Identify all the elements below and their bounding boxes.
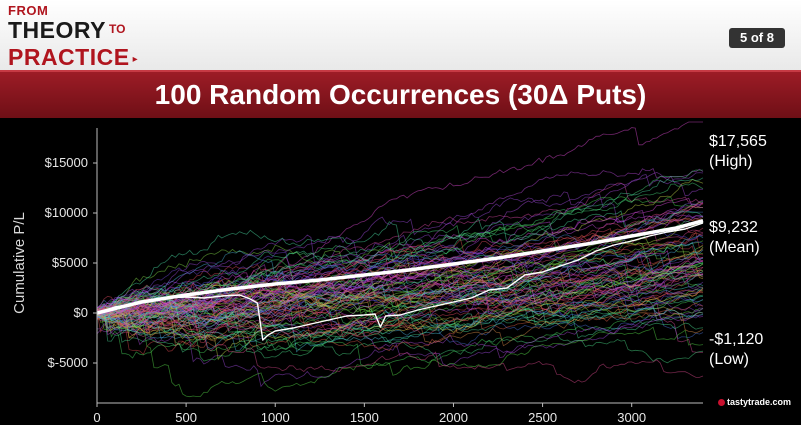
high-value: $17,565 — [709, 133, 767, 150]
mean-label: (Mean) — [709, 239, 760, 256]
random-path-line — [96, 266, 704, 315]
random-path-line — [96, 250, 704, 315]
random-path-line — [96, 278, 704, 320]
random-path-line — [96, 306, 704, 384]
x-tick-label: 1000 — [261, 410, 290, 425]
high-annotation: $17,565 (High) — [709, 132, 767, 172]
mean-value: $9,232 — [709, 219, 758, 236]
low-value: -$1,120 — [709, 331, 764, 348]
logo-practice: PRACTICE — [8, 44, 130, 70]
x-tick-label: 2000 — [439, 410, 468, 425]
mean-annotation: $9,232 (Mean) — [709, 218, 760, 258]
random-path-line — [96, 260, 704, 338]
tastytrade-brand: tastytrade.com — [718, 397, 791, 407]
logo-to: TO — [109, 22, 126, 36]
random-path-line — [96, 307, 704, 388]
logo-from: FROM — [8, 3, 49, 18]
y-tick-label: $-5000 — [48, 355, 88, 370]
random-path-line — [96, 284, 704, 323]
sample-path-line — [96, 222, 704, 341]
x-tick-label: 2500 — [528, 410, 557, 425]
y-tick-label: $5000 — [52, 255, 88, 270]
random-path-line — [96, 285, 704, 318]
high-label: (High) — [709, 153, 753, 170]
random-path-line — [96, 245, 704, 329]
chart-area: $-5000 $0 $5000 $10000 $15000 0 500 1000 1500 200… — [0, 118, 801, 425]
random-path-line — [96, 177, 704, 312]
slide-title: 100 Random Occurrences (30Δ Puts) — [154, 79, 647, 110]
page-counter-badge: 5 of 8 — [729, 28, 785, 48]
random-path-line — [96, 261, 704, 316]
random-path-line — [96, 241, 704, 324]
play-triangle-icon: ▸ — [132, 54, 138, 65]
random-path-line — [96, 287, 704, 318]
mean-series-line — [96, 219, 704, 315]
highlight-group — [96, 219, 704, 341]
x-tick-label: 0 — [93, 410, 100, 425]
random-path-line — [96, 283, 704, 329]
logo-theory: THEORY — [8, 17, 106, 43]
random-path-line — [96, 172, 704, 321]
title-bar: 100 Random Occurrences (30Δ Puts) — [0, 70, 801, 118]
y-axis-title: Cumulative P/L — [11, 212, 28, 314]
low-annotation: -$1,120 (Low) — [709, 330, 763, 370]
x-tick-label: 1500 — [350, 410, 379, 425]
random-path-line — [97, 307, 704, 347]
random-path-line — [96, 121, 703, 316]
x-tick-label: 3000 — [617, 410, 646, 425]
y-tick-label: $0 — [74, 305, 88, 320]
from-theory-to-practice-logo: FROM THEORY TO PRACTICE ▸ — [8, 4, 138, 73]
x-tick-label: 500 — [175, 410, 197, 425]
random-path-line — [96, 249, 704, 338]
low-label: (Low) — [709, 351, 750, 368]
y-tick-label: $15000 — [45, 155, 88, 170]
random-path-line — [96, 287, 704, 341]
random-path-line — [96, 288, 704, 339]
random-path-line — [96, 232, 704, 327]
random-paths-group — [96, 121, 704, 398]
random-path-line — [96, 309, 704, 398]
random-path-line — [96, 249, 704, 340]
random-path-line — [96, 202, 704, 314]
random-path-line — [96, 247, 704, 314]
y-tick-label: $10000 — [45, 205, 88, 220]
random-path-line — [96, 301, 704, 348]
slide-header: FROM THEORY TO PRACTICE ▸ 5 of 8 — [0, 0, 801, 70]
random-path-line — [96, 193, 704, 312]
brand-text: tastytrade.com — [727, 397, 792, 407]
random-path-line — [96, 178, 704, 361]
random-path-line — [96, 256, 704, 334]
axes-group: $-5000 $0 $5000 $10000 $15000 0 500 1000 1500 200… — [11, 128, 703, 425]
tastytrade-logo-icon — [718, 399, 725, 406]
cumulative-pl-chart: $-5000 $0 $5000 $10000 $15000 0 500 1000 1500 200… — [11, 121, 704, 425]
